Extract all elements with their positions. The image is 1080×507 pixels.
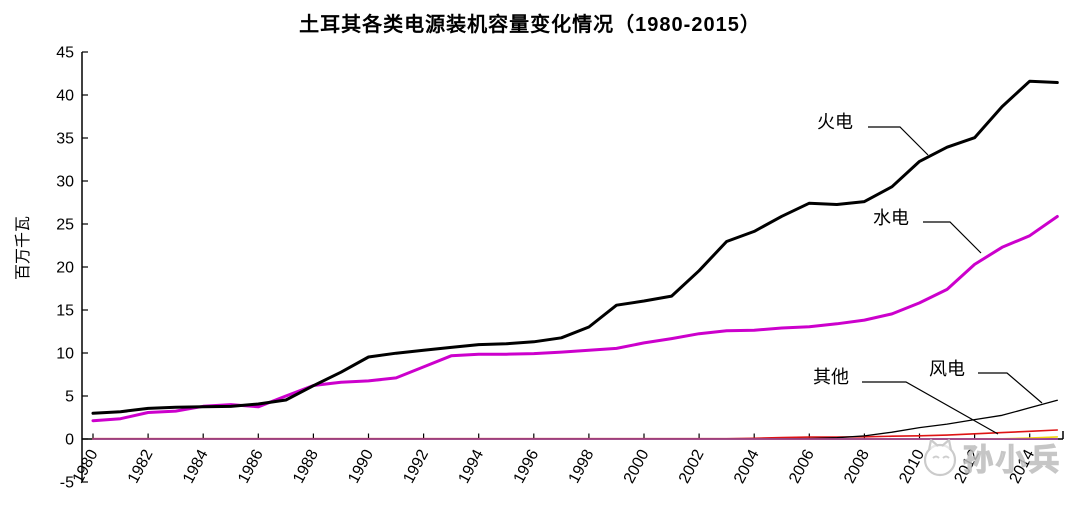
- annotation-callout-line: [978, 372, 1043, 404]
- x-tick-label: 1990: [345, 447, 377, 486]
- watermark: 孙小兵: [918, 434, 1062, 480]
- y-tick-label: 30: [56, 174, 74, 191]
- x-tick-label: 1984: [180, 447, 212, 486]
- x-tick-label: 1992: [400, 447, 432, 486]
- y-tick-label: 15: [56, 303, 74, 320]
- y-tick-label: 0: [65, 432, 74, 449]
- x-tick-label: 1988: [290, 447, 322, 486]
- annotation-callout-line: [868, 126, 929, 156]
- y-tick-label: 5: [65, 389, 74, 406]
- series-label-hydro: 水电: [873, 208, 909, 228]
- annotation-callout-line: [862, 381, 999, 435]
- axes: [81, 52, 1064, 482]
- y-tick-label: 40: [56, 88, 74, 105]
- series-label-wind: 风电: [929, 359, 965, 379]
- y-axis-label: 百万千瓦: [15, 216, 32, 281]
- x-tick-label: 1980: [70, 447, 102, 486]
- y-tick-label: -5: [60, 475, 74, 492]
- series-line: [91, 215, 1059, 423]
- y-tick-label: 25: [56, 217, 74, 234]
- y-tick-label: 45: [56, 45, 74, 62]
- x-tick-label: 2002: [676, 447, 708, 486]
- series-line: [91, 79, 1059, 415]
- cat-face-icon: [923, 438, 957, 477]
- series-line: [92, 429, 1059, 440]
- annotation-callout-line: [923, 221, 982, 254]
- x-tick-label: 2004: [731, 447, 763, 486]
- x-tick-label: 1998: [566, 447, 598, 486]
- x-tick-label: 1986: [235, 447, 267, 486]
- watermark-text: 孙小兵: [962, 443, 1062, 477]
- series-label-other: 其他: [813, 367, 849, 387]
- y-tick-label: 20: [56, 260, 74, 277]
- x-tick-label: 2008: [841, 447, 873, 486]
- series-label-thermal: 火电: [817, 112, 853, 132]
- x-tick-label: 1982: [125, 447, 157, 486]
- x-tick-label: 1996: [511, 447, 543, 486]
- chart-title: 土耳其各类电源装机容量变化情况（1980-2015）: [299, 14, 761, 36]
- x-tick-label: 1994: [456, 447, 488, 486]
- x-tick-label: 2000: [621, 447, 653, 486]
- y-tick-label: 10: [56, 346, 74, 363]
- x-tick-label: 2006: [786, 447, 818, 486]
- y-tick-label: 35: [56, 131, 74, 148]
